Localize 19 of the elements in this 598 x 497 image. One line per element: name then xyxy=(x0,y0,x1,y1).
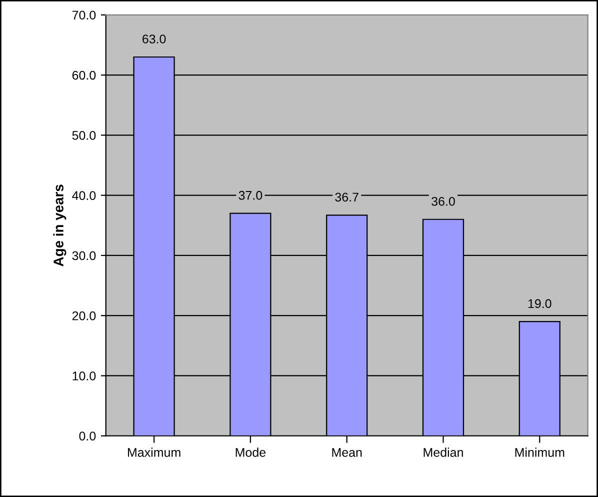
data-label: 36.7 xyxy=(335,192,358,202)
x-tick-label: Mean xyxy=(332,448,362,457)
y-tick-label: 0.0 xyxy=(79,432,96,441)
x-tick-label: Maximum xyxy=(128,448,180,457)
data-label: 19.0 xyxy=(528,299,552,308)
data-label: 63.0 xyxy=(142,34,166,44)
y-axis-title: Age in years xyxy=(53,184,66,266)
x-tick-label: Minimum xyxy=(515,448,564,457)
y-tick-label: 40.0 xyxy=(72,191,96,200)
y-tick-label: 70.0 xyxy=(72,10,96,20)
y-tick-label: 30.0 xyxy=(72,251,96,260)
y-tick-label: 50.0 xyxy=(72,130,96,140)
x-tick-label: Median xyxy=(424,448,463,457)
x-tick-label: Mode xyxy=(236,448,266,457)
y-tick-label: 20.0 xyxy=(72,311,96,320)
y-tick-label: 10.0 xyxy=(72,372,96,380)
data-label: 37.0 xyxy=(238,190,262,200)
data-label: 36.0 xyxy=(432,196,455,206)
y-tick-label: 60.0 xyxy=(72,70,96,80)
